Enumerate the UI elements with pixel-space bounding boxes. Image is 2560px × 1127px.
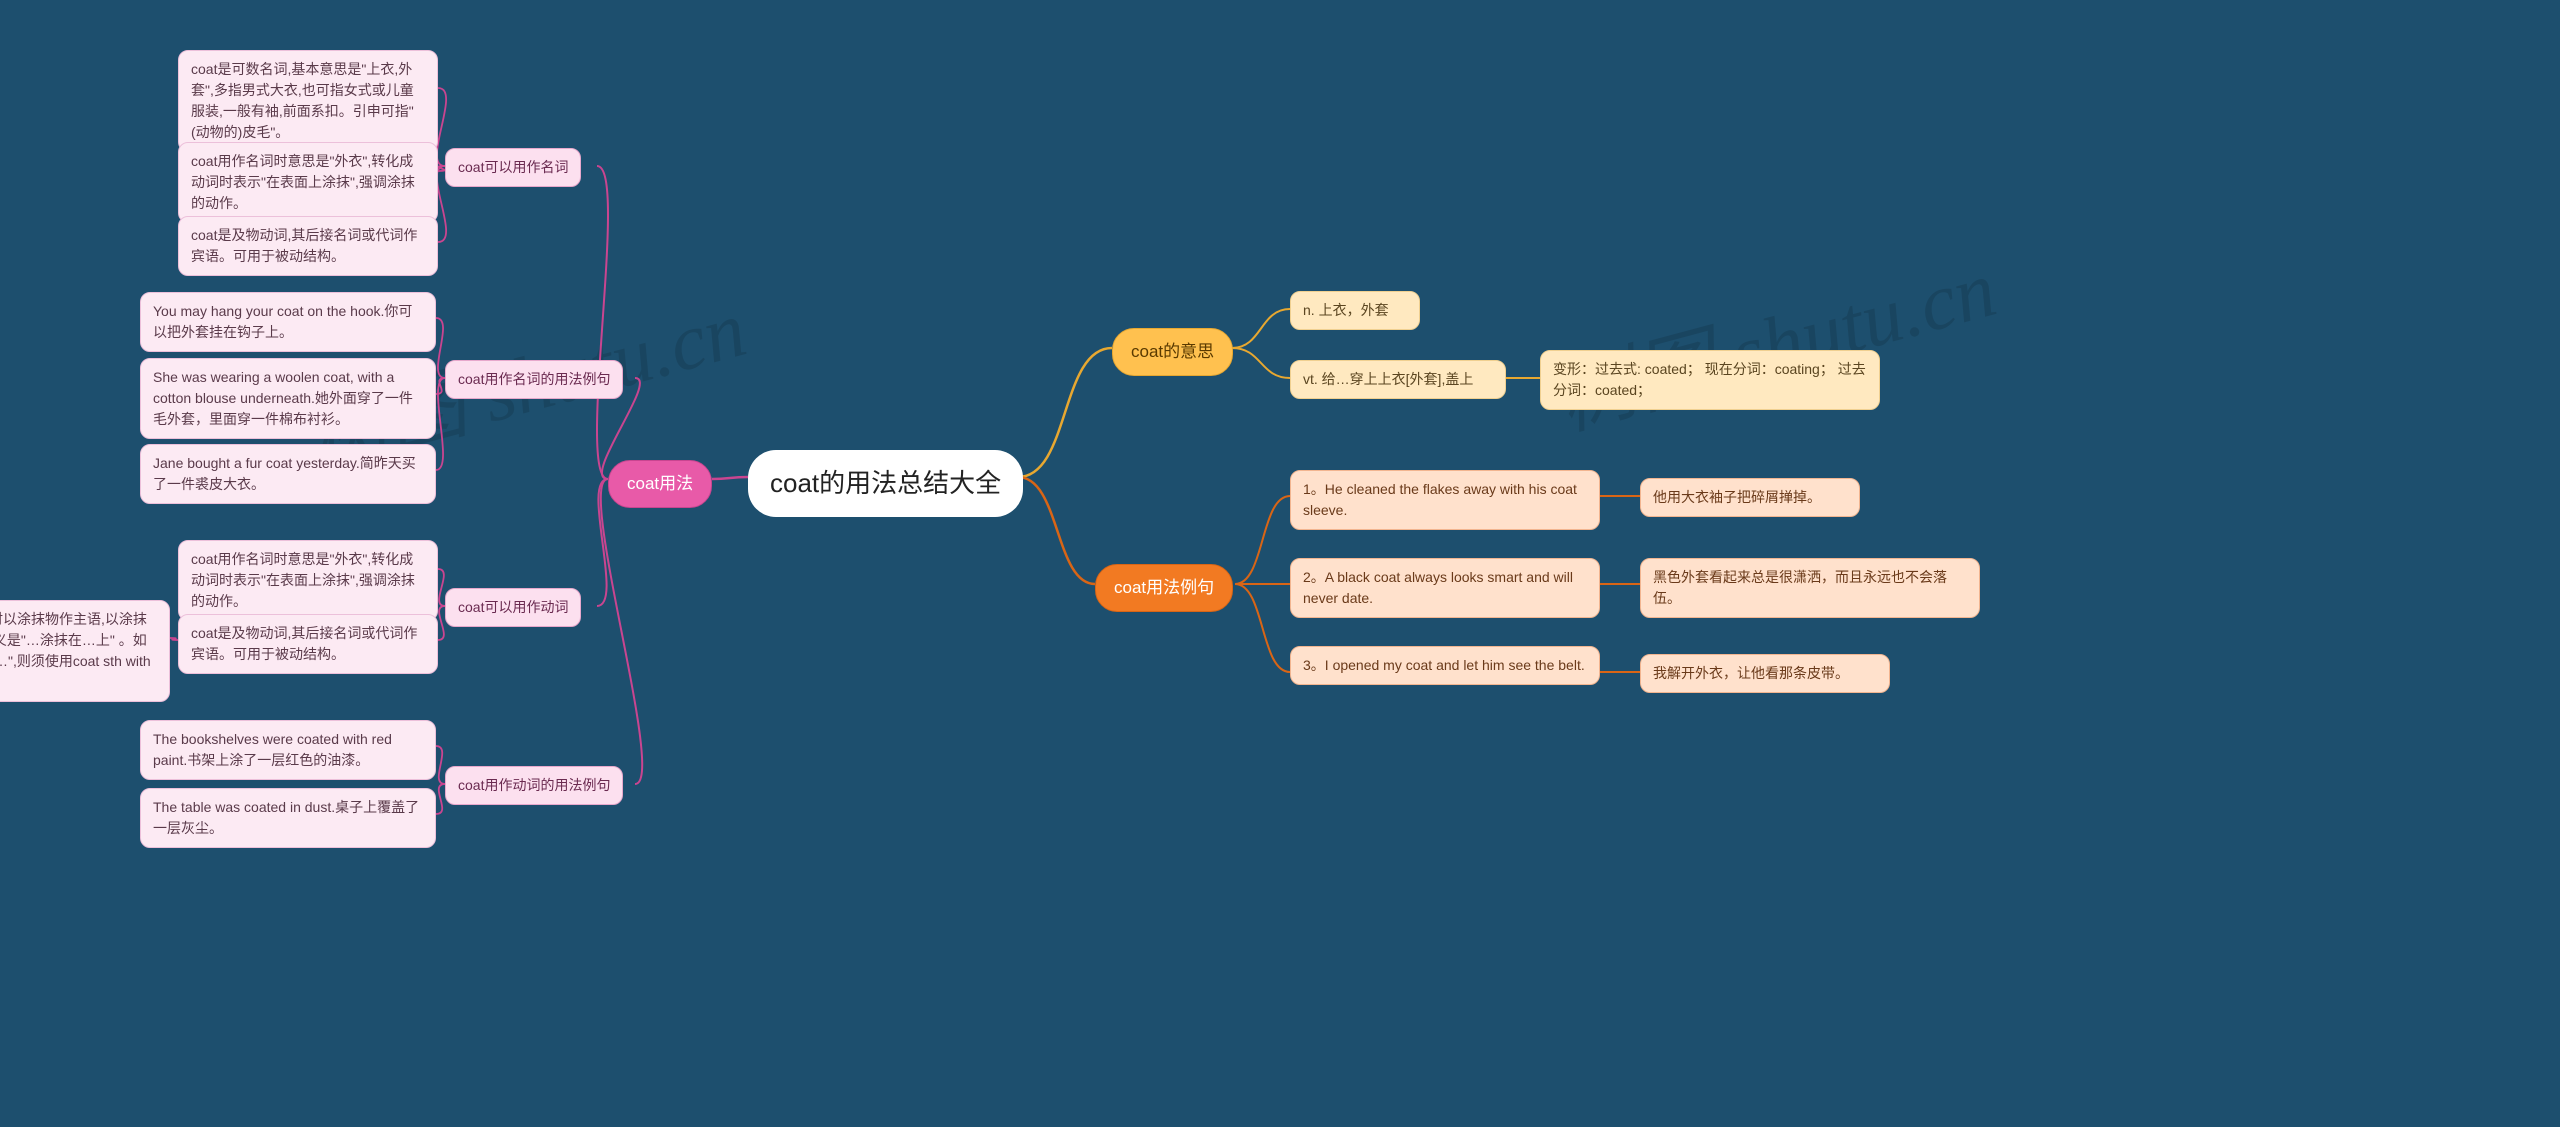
usage-noun-desc-2[interactable]: coat用作名词时意思是"外衣",转化成动词时表示"在表面上涂抹",强调涂抹的动… [178,142,438,223]
branch-meaning[interactable]: coat的意思 [1112,328,1233,376]
usage-verb-ex-1[interactable]: The bookshelves were coated with red pai… [140,720,436,780]
example-zh-2[interactable]: 黑色外套看起来总是很潇洒，而且永远也不会落伍。 [1640,558,1980,618]
branch-examples[interactable]: coat用法例句 [1095,564,1233,612]
meaning-leaf-verb[interactable]: vt. 给…穿上上衣[外套],盖上 [1290,360,1506,399]
usage-verb-desc-1[interactable]: coat用作名词时意思是"外衣",转化成动词时表示"在表面上涂抹",强调涂抹的动… [178,540,438,621]
usage-verb-ex-2[interactable]: The table was coated in dust.桌子上覆盖了一层灰尘。 [140,788,436,848]
usage-sub-noun[interactable]: coat可以用作名词 [445,148,581,187]
meaning-leaf-noun[interactable]: n. 上衣，外套 [1290,291,1420,330]
usage-noun-desc-1[interactable]: coat是可数名词,基本意思是"上衣,外套",多指男式大衣,也可指女式或儿童服装… [178,50,438,152]
usage-noun-desc-3[interactable]: coat是及物动词,其后接名词或代词作宾语。可用于被动结构。 [178,216,438,276]
example-en-1[interactable]: 1。He cleaned the flakes away with his co… [1290,470,1600,530]
branch-usage[interactable]: coat用法 [608,460,712,508]
usage-sub-noun-examples[interactable]: coat用作名词的用法例句 [445,360,623,399]
example-zh-1[interactable]: 他用大衣袖子把碎屑掸掉。 [1640,478,1860,517]
example-en-2[interactable]: 2。A black coat always looks smart and wi… [1290,558,1600,618]
example-zh-3[interactable]: 我解开外衣，让他看那条皮带。 [1640,654,1890,693]
root-node[interactable]: coat的用法总结大全 [748,450,1023,517]
example-en-3[interactable]: 3。I opened my coat and let him see the b… [1290,646,1600,685]
usage-sub-verb-examples[interactable]: coat用作动词的用法例句 [445,766,623,805]
usage-noun-ex-1[interactable]: You may hang your coat on the hook.你可以把外… [140,292,436,352]
watermark: 树图 shutu.cn [1543,224,2007,452]
meaning-leaf-forms[interactable]: 变形：过去式: coated； 现在分词：coating； 过去分词：coate… [1540,350,1880,410]
usage-noun-ex-2[interactable]: She was wearing a woolen coat, with a co… [140,358,436,439]
usage-noun-ex-3[interactable]: Jane bought a fur coat yesterday.简昨天买了一件… [140,444,436,504]
usage-verb-desc-2[interactable]: coat是及物动词,其后接名词或代词作宾语。可用于被动结构。 [178,614,438,674]
usage-verb-desc-extra[interactable]: 用于主动结构时以涂抹物作主语,以涂抹对象作宾语,含义是"…涂抹在…上" 。如表示… [0,600,170,702]
usage-sub-verb[interactable]: coat可以用作动词 [445,588,581,627]
